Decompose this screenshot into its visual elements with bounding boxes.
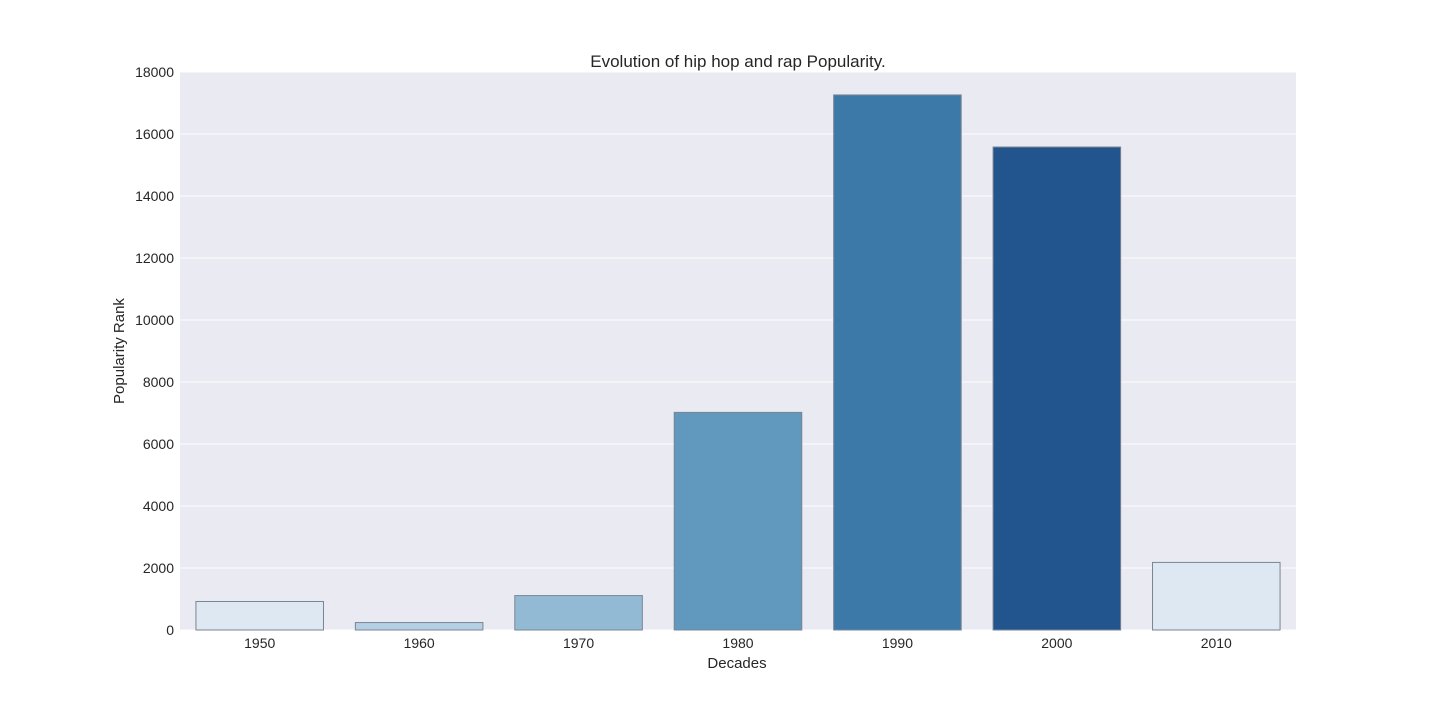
bar-1950 — [195, 600, 324, 631]
x-tick-label: 1960 — [404, 635, 435, 651]
x-tick-label: 2010 — [1201, 635, 1232, 651]
y-tick-label: 12000 — [135, 250, 174, 266]
y-tick-label: 0 — [166, 622, 174, 638]
x-tick-label: 1970 — [563, 635, 594, 651]
y-tick-label: 10000 — [135, 312, 174, 328]
y-tick-labels: 0 2000 4000 6000 8000 10000 12000 14000 16000 180… — [135, 64, 174, 638]
x-tick-label: 1990 — [882, 635, 913, 651]
y-tick-label: 18000 — [135, 64, 174, 80]
x-axis-label: Decades — [707, 655, 766, 672]
chart-title: Evolution of hip hop and rap Popularity. — [590, 52, 886, 71]
x-tick-label: 1980 — [722, 635, 753, 651]
bars — [195, 94, 1281, 631]
x-tick-label: 1950 — [244, 635, 275, 651]
y-tick-label: 14000 — [135, 188, 174, 204]
x-tick-label: 2000 — [1041, 635, 1072, 651]
bar-1970 — [514, 595, 643, 631]
y-tick-label: 4000 — [143, 498, 174, 514]
bar-2000 — [992, 146, 1122, 631]
y-tick-label: 8000 — [143, 374, 174, 390]
bar-2010 — [1152, 561, 1281, 631]
bar-1960 — [354, 622, 484, 631]
y-axis-label: Popularity Rank — [111, 298, 128, 404]
y-tick-label: 2000 — [143, 560, 174, 576]
x-tick-labels: 1950 1960 1970 1980 1990 2000 2010 — [244, 635, 1232, 651]
y-tick-label: 16000 — [135, 126, 174, 142]
bar-1980 — [673, 411, 803, 631]
y-tick-label: 6000 — [143, 436, 174, 452]
bar-1990 — [833, 94, 962, 631]
